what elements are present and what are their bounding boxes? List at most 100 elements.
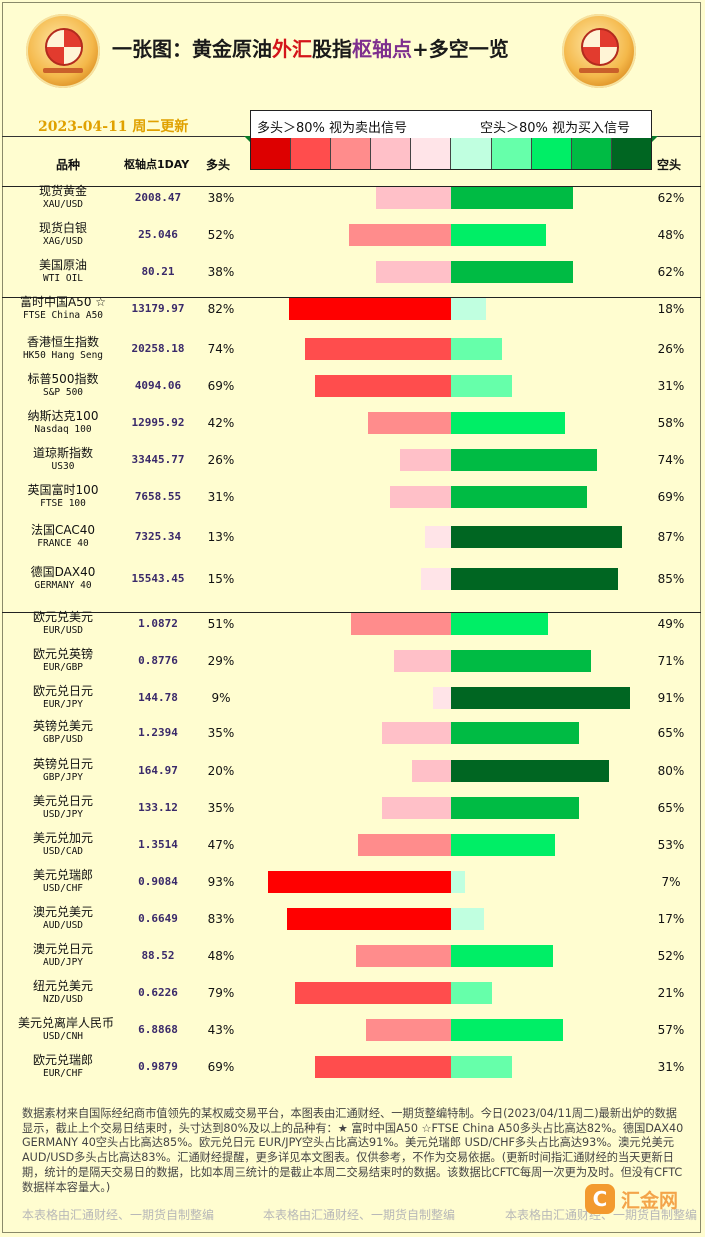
header-product: 品种 [56, 158, 81, 172]
short-bar [451, 834, 556, 856]
legend-swatch [530, 138, 571, 169]
short-bar [451, 1056, 513, 1078]
product-code: S&P 500 [42, 387, 84, 398]
legend-swatch [330, 138, 371, 169]
watermark-2: 本表格由汇通财经、一期货自制整编 [263, 1208, 456, 1222]
short-bar [451, 945, 554, 967]
product-code: AUD/JPY [42, 957, 84, 968]
short-percent: 52% [657, 949, 685, 963]
product-name: 纽元兑美元 [32, 979, 93, 993]
pivot-value: 13179.97 [131, 302, 185, 315]
product-code: AUD/USD [42, 920, 84, 931]
short-percent: 80% [657, 764, 685, 778]
product-name: 澳元兑美元 [32, 905, 93, 919]
watermark-1: 本表格由汇通财经、一期货自制整编 [22, 1208, 215, 1222]
short-percent: 31% [657, 379, 685, 393]
short-percent: 26% [657, 342, 685, 356]
product-name: 香港恒生指数 [26, 335, 99, 349]
short-percent: 69% [657, 490, 685, 504]
long-bar [393, 650, 451, 672]
pivot-value: 0.8776 [138, 654, 178, 667]
brand-icon: C [585, 1184, 615, 1214]
short-percent: 58% [657, 416, 685, 430]
short-percent: 71% [657, 654, 685, 668]
chart-title: 一张图：黄金原油外汇股指枢轴点+多空一览 [112, 37, 509, 61]
long-bar [366, 1019, 451, 1041]
product-name: 德国DAX40 [30, 565, 96, 579]
legend-swatch [490, 138, 531, 169]
long-percent: 26% [207, 453, 235, 467]
logo-right [562, 14, 636, 88]
short-percent: 74% [657, 453, 685, 467]
long-percent: 43% [207, 1023, 235, 1037]
short-percent: 91% [657, 691, 685, 705]
product-code: HK50 Hang Seng [22, 350, 104, 361]
pivot-value: 7325.34 [134, 530, 182, 543]
product-code: EUR/JPY [42, 699, 84, 710]
long-bar [411, 760, 451, 782]
watermark-3: 本表格由汇通财经、一期货自制整编 [505, 1208, 698, 1222]
short-bar [451, 871, 465, 893]
long-bar [382, 797, 451, 819]
long-bar [433, 687, 451, 709]
divider-commodities [2, 186, 701, 187]
legend-swatch [610, 138, 651, 169]
pivot-value: 0.6226 [138, 986, 178, 999]
pivot-value: 1.2394 [138, 726, 178, 739]
product-name: 英镑兑美元 [32, 719, 93, 733]
long-percent: 9% [211, 691, 231, 705]
long-percent: 74% [207, 342, 235, 356]
long-bar [350, 613, 451, 635]
long-percent: 20% [207, 764, 235, 778]
long-bar [425, 526, 451, 548]
legend-swatch [410, 138, 451, 169]
short-percent: 62% [657, 265, 685, 279]
short-bar [451, 187, 574, 209]
pivot-value: 1.0872 [138, 617, 178, 630]
long-bar [376, 187, 451, 209]
product-name: 英国富时100 [27, 483, 99, 497]
pivot-value: 25.046 [138, 228, 178, 241]
corner-mark-right [652, 136, 658, 142]
product-code: EUR/CHF [42, 1068, 84, 1079]
product-name: 美国原油 [38, 258, 87, 272]
long-percent: 47% [207, 838, 235, 852]
product-name: 美元兑日元 [32, 794, 93, 808]
product-name: 纳斯达克100 [27, 409, 99, 423]
product-code: XAG/USD [42, 236, 84, 247]
product-code: FTSE China A50 [22, 310, 104, 321]
short-percent: 65% [657, 726, 685, 740]
long-percent: 79% [207, 986, 235, 1000]
pivot-value: 80.21 [141, 265, 175, 278]
short-bar [451, 261, 574, 283]
short-bar [451, 908, 485, 930]
short-bar [451, 797, 580, 819]
short-bar [451, 650, 591, 672]
long-bar [315, 1056, 451, 1078]
short-bar [451, 613, 548, 635]
product-name: 欧元兑美元 [32, 610, 93, 624]
product-code: USD/CNH [42, 1031, 84, 1042]
product-code: Nasdaq 100 [34, 424, 92, 435]
long-percent: 31% [207, 490, 235, 504]
short-bar [451, 375, 513, 397]
short-percent: 18% [657, 302, 685, 316]
pivot-value: 12995.92 [131, 416, 185, 429]
long-bar [376, 261, 451, 283]
short-percent: 7% [661, 875, 681, 889]
long-bar [421, 568, 451, 590]
header-pivot: 枢轴点1DAY [124, 158, 190, 171]
long-bar [287, 908, 451, 930]
product-name: 富时中国A50 ☆ [19, 295, 107, 309]
legend-swatch [570, 138, 611, 169]
header-long: 多头 [206, 158, 231, 172]
footer-note: 数据素材来自国际经纪商市值领先的某权威交易平台，本图表由汇通财经、一期货整编特制… [22, 1107, 705, 1194]
pivot-value: 20258.18 [131, 342, 185, 355]
short-bar [451, 760, 609, 782]
long-percent: 93% [207, 875, 235, 889]
product-name: 澳元兑日元 [32, 942, 93, 956]
long-bar [389, 486, 451, 508]
pivot-value: 133.12 [138, 801, 178, 814]
short-percent: 65% [657, 801, 685, 815]
long-percent: 38% [207, 191, 235, 205]
